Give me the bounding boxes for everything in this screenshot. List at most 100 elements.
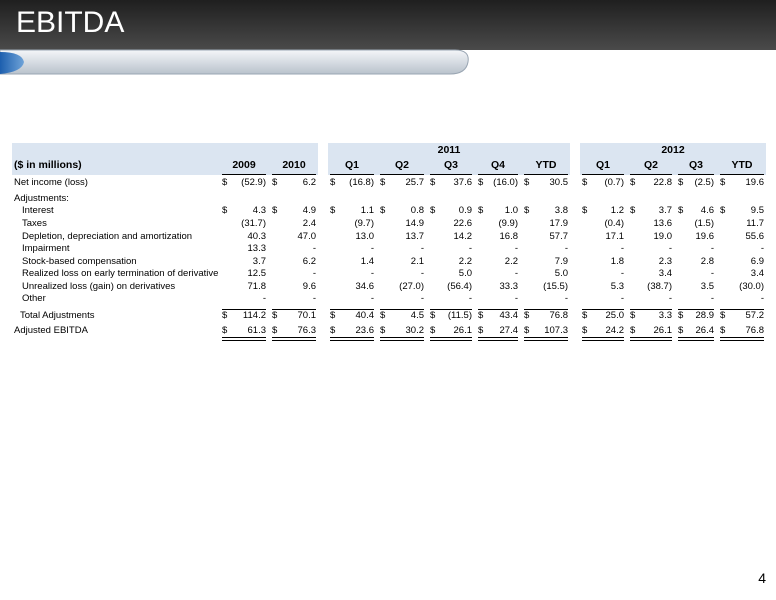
table-cell: - (328, 293, 376, 305)
cell-value: (2.5) (694, 177, 714, 188)
header-rule (380, 174, 424, 175)
table-cell: 14.2 (428, 231, 474, 243)
table-cell: 3.5 (676, 281, 716, 293)
cell-value: 2.1 (410, 256, 424, 267)
table-cell: $76.3 (270, 325, 318, 337)
table-cell: $40.4 (328, 310, 376, 322)
table-cell: $ (11.5) (428, 310, 474, 322)
table-cell: - (328, 268, 376, 280)
currency-symbol: $ (678, 310, 684, 321)
cell-value: 4.5 (410, 310, 424, 321)
currency-symbol: $ (272, 325, 278, 336)
table-cell: $4.3 (220, 205, 268, 217)
cell-value: - (710, 293, 714, 304)
header-rule (678, 174, 714, 175)
cell-value: (31.7) (241, 218, 266, 229)
title-band (0, 0, 776, 50)
cell-value: 2.3 (658, 256, 672, 267)
column-header: Q3 (688, 159, 703, 171)
cell-value: 114.2 (242, 310, 266, 321)
cell-value: - (668, 243, 672, 254)
cell-value: 61.3 (247, 325, 267, 336)
table-cell: (9.9) (476, 218, 520, 230)
table-cell: - (522, 293, 570, 305)
cell-value: 2.2 (504, 256, 518, 267)
table-cell: 71.8 (220, 281, 268, 293)
table-cell: $9.5 (718, 205, 766, 217)
row-label: Other (22, 293, 46, 304)
cell-value: 6.9 (750, 256, 764, 267)
cell-value: 1.4 (360, 256, 374, 267)
currency-symbol: $ (380, 177, 386, 188)
table-cell: 11.7 (718, 218, 766, 230)
cell-value: (27.0) (399, 281, 424, 292)
cell-value: - (620, 293, 624, 304)
cell-value: - (760, 243, 764, 254)
table-cell: $19.6 (718, 177, 766, 189)
cell-value: - (262, 293, 266, 304)
currency-symbol: $ (272, 310, 278, 321)
table-cell: 1.4 (328, 256, 376, 268)
cell-value: - (370, 268, 374, 279)
table-cell: - (328, 243, 376, 255)
table-cell: $76.8 (522, 310, 570, 322)
cell-value: 3.7 (252, 256, 266, 267)
cell-value: 37.6 (453, 177, 473, 188)
table-cell: - (676, 243, 716, 255)
column-header: Q1 (595, 159, 610, 171)
total-rule (272, 309, 316, 310)
currency-symbol: $ (630, 177, 636, 188)
table-cell: 9.6 (270, 281, 318, 293)
table-cell: 47.0 (270, 231, 318, 243)
cell-value: 47.0 (297, 231, 317, 242)
table-cell: 7.9 (522, 256, 570, 268)
row-label: Adjustments: (14, 193, 69, 204)
currency-symbol: $ (478, 325, 484, 336)
double-rule (380, 337, 424, 341)
table-cell: - (676, 293, 716, 305)
currency-symbol: $ (678, 177, 684, 188)
table-cell: $23.6 (328, 325, 376, 337)
double-rule (222, 337, 266, 341)
row-label: Depletion, depreciation and amortization (22, 231, 193, 242)
currency-symbol: $ (430, 325, 436, 336)
cell-value: - (514, 293, 518, 304)
double-rule (678, 337, 714, 341)
header-rule (582, 174, 624, 175)
table-cell: 3.4 (628, 268, 674, 280)
swoosh (0, 49, 469, 75)
cell-value: 22.8 (653, 177, 673, 188)
cell-value: 76.8 (549, 310, 569, 321)
cell-value: 25.0 (605, 310, 625, 321)
cell-value: 19.6 (745, 177, 765, 188)
page-number: 4 (758, 570, 766, 586)
table-cell: (30.0) (718, 281, 766, 293)
currency-symbol: $ (330, 205, 336, 216)
table-cell: (27.0) (378, 281, 426, 293)
table-cell: $37.6 (428, 177, 474, 189)
currency-symbol: $ (380, 310, 386, 321)
currency-symbol: $ (720, 177, 726, 188)
table-cell: $114.2 (220, 310, 268, 322)
currency-symbol: $ (678, 205, 684, 216)
table-cell: - (270, 268, 318, 280)
total-rule (720, 309, 764, 310)
cell-value: - (370, 243, 374, 254)
table-cell: 17.1 (580, 231, 626, 243)
currency-symbol: $ (272, 177, 278, 188)
table-cell: - (378, 268, 426, 280)
currency-symbol: $ (582, 310, 588, 321)
table-cell: $43.4 (476, 310, 520, 322)
column-header: Q2 (394, 159, 409, 171)
cell-value: 26.1 (453, 325, 473, 336)
cell-value: 14.2 (453, 231, 473, 242)
table-cell: - (676, 268, 716, 280)
cell-value: (9.7) (354, 218, 374, 229)
cell-value: 3.3 (658, 310, 672, 321)
table-cell: $61.3 (220, 325, 268, 337)
cell-value: 2.2 (458, 256, 472, 267)
table-cell: $27.4 (476, 325, 520, 337)
table-cell: $ (2.5) (676, 177, 716, 189)
cell-value: - (370, 293, 374, 304)
